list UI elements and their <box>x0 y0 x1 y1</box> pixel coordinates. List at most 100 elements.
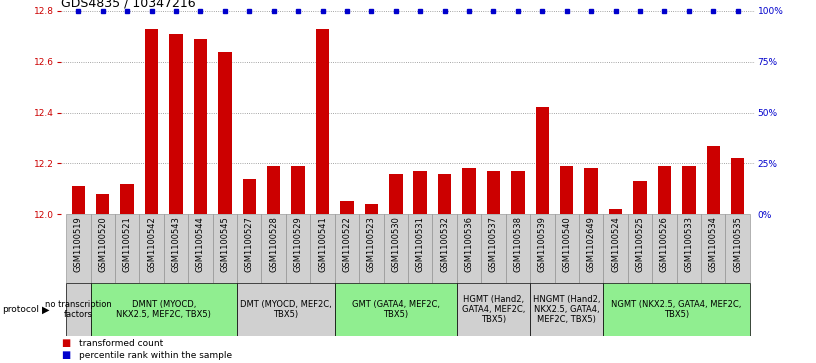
Bar <box>169 34 183 214</box>
Bar <box>335 214 359 283</box>
Bar <box>579 214 603 283</box>
Text: no transcription
factors: no transcription factors <box>45 300 112 319</box>
Bar <box>96 194 109 214</box>
Bar <box>188 214 213 283</box>
Text: GSM1100535: GSM1100535 <box>734 216 743 272</box>
Bar <box>603 214 628 283</box>
Text: HGMT (Hand2,
GATA4, MEF2C,
TBX5): HGMT (Hand2, GATA4, MEF2C, TBX5) <box>462 294 526 325</box>
Bar <box>530 283 603 336</box>
Text: GSM1100534: GSM1100534 <box>709 216 718 272</box>
Text: GSM1100541: GSM1100541 <box>318 216 327 272</box>
Bar <box>365 204 378 214</box>
Bar <box>389 174 402 214</box>
Bar <box>91 214 115 283</box>
Bar <box>438 174 451 214</box>
Text: ▶: ▶ <box>42 305 50 314</box>
Bar <box>359 214 384 283</box>
Bar <box>286 214 310 283</box>
Bar <box>555 214 579 283</box>
Text: ■: ■ <box>61 350 70 360</box>
Bar <box>340 201 353 214</box>
Text: GSM1100544: GSM1100544 <box>196 216 205 272</box>
Bar <box>72 186 85 214</box>
Text: GSM1100531: GSM1100531 <box>415 216 424 272</box>
Bar <box>633 181 647 214</box>
Text: DMT (MYOCD, MEF2C,
TBX5): DMT (MYOCD, MEF2C, TBX5) <box>240 300 332 319</box>
Text: GSM1100539: GSM1100539 <box>538 216 547 272</box>
Bar <box>384 214 408 283</box>
Text: GSM1100520: GSM1100520 <box>98 216 107 272</box>
Text: GSM1100522: GSM1100522 <box>343 216 352 272</box>
Text: GSM1100527: GSM1100527 <box>245 216 254 272</box>
Bar <box>682 166 695 214</box>
Text: GSM1100538: GSM1100538 <box>513 216 522 272</box>
Text: GSM1100540: GSM1100540 <box>562 216 571 272</box>
Text: GDS4835 / 10347216: GDS4835 / 10347216 <box>61 0 196 10</box>
Bar <box>731 158 744 214</box>
Bar <box>658 166 671 214</box>
Bar <box>267 166 281 214</box>
Bar <box>707 146 720 214</box>
Bar <box>242 179 256 214</box>
Bar <box>603 283 750 336</box>
Bar <box>457 283 530 336</box>
Text: percentile rank within the sample: percentile rank within the sample <box>79 351 233 360</box>
Bar <box>91 283 237 336</box>
Bar <box>218 52 232 214</box>
Bar <box>535 107 549 214</box>
Bar <box>237 214 261 283</box>
Bar <box>316 29 329 214</box>
Bar <box>335 283 457 336</box>
Bar <box>584 168 598 214</box>
Bar <box>701 214 725 283</box>
Text: transformed count: transformed count <box>79 339 163 348</box>
Bar <box>725 214 750 283</box>
Bar <box>66 214 91 283</box>
Bar <box>560 166 574 214</box>
Text: GSM1100542: GSM1100542 <box>147 216 156 272</box>
Text: GSM1100536: GSM1100536 <box>464 216 473 272</box>
Text: GSM1100533: GSM1100533 <box>685 216 694 272</box>
Bar <box>530 214 555 283</box>
Text: GSM1100523: GSM1100523 <box>367 216 376 272</box>
Text: GSM1100526: GSM1100526 <box>660 216 669 272</box>
Text: HNGMT (Hand2,
NKX2.5, GATA4,
MEF2C, TBX5): HNGMT (Hand2, NKX2.5, GATA4, MEF2C, TBX5… <box>533 294 601 325</box>
Bar <box>511 171 525 214</box>
Text: protocol: protocol <box>2 305 38 314</box>
Text: GMT (GATA4, MEF2C,
TBX5): GMT (GATA4, MEF2C, TBX5) <box>352 300 440 319</box>
Bar <box>609 209 623 214</box>
Bar <box>628 214 652 283</box>
Bar <box>506 214 530 283</box>
Bar <box>414 171 427 214</box>
Text: GSM1100537: GSM1100537 <box>489 216 498 272</box>
Text: NGMT (NKX2.5, GATA4, MEF2C,
TBX5): NGMT (NKX2.5, GATA4, MEF2C, TBX5) <box>611 300 742 319</box>
Bar <box>237 283 335 336</box>
Text: GSM1100545: GSM1100545 <box>220 216 229 272</box>
Bar <box>213 214 237 283</box>
Bar <box>432 214 457 283</box>
Text: ■: ■ <box>61 338 70 348</box>
Bar <box>121 184 134 214</box>
Text: GSM1100524: GSM1100524 <box>611 216 620 272</box>
Bar <box>115 214 140 283</box>
Bar <box>140 214 164 283</box>
Bar <box>164 214 188 283</box>
Text: GSM1100521: GSM1100521 <box>122 216 131 272</box>
Bar <box>463 168 476 214</box>
Text: GSM1100528: GSM1100528 <box>269 216 278 272</box>
Bar <box>310 214 335 283</box>
Bar <box>457 214 481 283</box>
Text: DMNT (MYOCD,
NKX2.5, MEF2C, TBX5): DMNT (MYOCD, NKX2.5, MEF2C, TBX5) <box>117 300 211 319</box>
Text: GSM1100530: GSM1100530 <box>392 216 401 272</box>
Bar <box>487 171 500 214</box>
Bar <box>408 214 432 283</box>
Text: GSM1100532: GSM1100532 <box>440 216 449 272</box>
Bar <box>66 283 91 336</box>
Text: GSM1100529: GSM1100529 <box>294 216 303 272</box>
Bar <box>652 214 676 283</box>
Bar <box>261 214 286 283</box>
Bar <box>676 214 701 283</box>
Text: GSM1102649: GSM1102649 <box>587 216 596 272</box>
Text: GSM1100525: GSM1100525 <box>636 216 645 272</box>
Text: GSM1100543: GSM1100543 <box>171 216 180 272</box>
